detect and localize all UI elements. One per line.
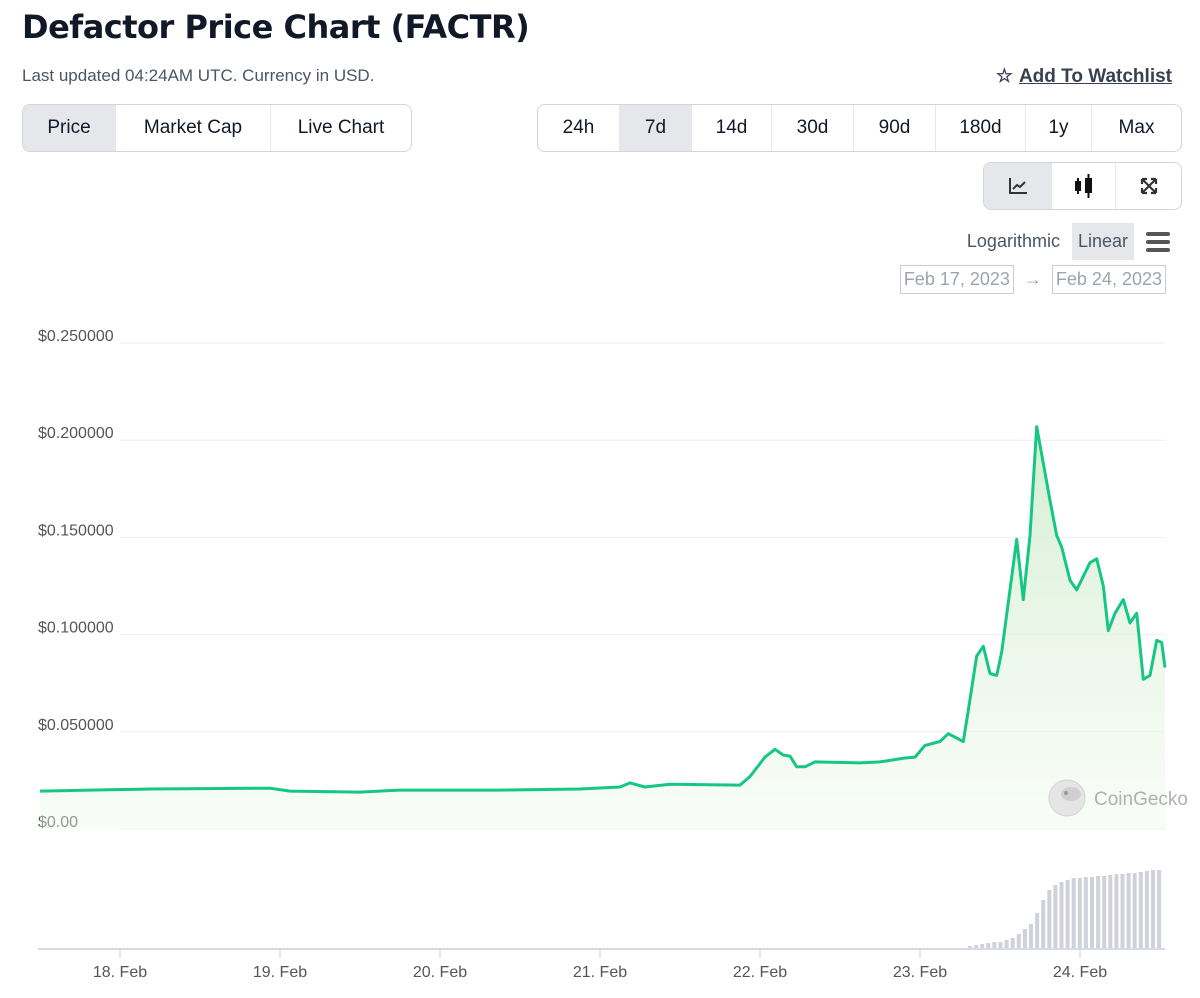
volume-bar: [1096, 876, 1101, 948]
chart-type-selector: [983, 162, 1182, 210]
scale-linear[interactable]: Linear: [1071, 223, 1134, 260]
data-tabs: Price Market Cap Live Chart: [22, 104, 412, 152]
volume-bar: [974, 945, 979, 948]
range-14d[interactable]: 14d: [692, 105, 772, 151]
volume-bar: [1065, 880, 1070, 948]
volume-bar: [1120, 874, 1125, 948]
scale-selector: Logarithmic Linear: [967, 223, 1170, 260]
fullscreen-icon: [1140, 177, 1157, 195]
range-24h[interactable]: 24h: [538, 105, 620, 151]
menu-icon[interactable]: [1146, 228, 1170, 256]
volume-bar: [1022, 929, 1027, 948]
volume-bar: [1029, 924, 1033, 948]
volume-bar: [986, 943, 991, 948]
x-tick-label: 18. Feb: [93, 964, 147, 981]
volume-bar: [1071, 878, 1076, 948]
volume-bar: [1016, 934, 1021, 948]
date-to-input[interactable]: Feb 24, 2023: [1051, 265, 1166, 294]
y-tick-label: $0.250000: [38, 328, 114, 345]
tab-live-chart[interactable]: Live Chart: [297, 117, 385, 138]
watchlist-label: Add To Watchlist: [1018, 65, 1172, 87]
volume-bar: [1114, 874, 1119, 948]
volume-bar: [1035, 913, 1040, 948]
x-tick-label: 20. Feb: [413, 964, 467, 981]
coingecko-watermark: CoinGecko: [1048, 779, 1188, 817]
candlestick-icon: [1074, 174, 1092, 198]
candlestick-button[interactable]: [1052, 163, 1116, 209]
range-180d[interactable]: 180d: [936, 105, 1026, 151]
x-tick-label: 23. Feb: [893, 964, 947, 981]
y-tick-label: $0.100000: [38, 620, 114, 637]
x-tick-label: 21. Feb: [573, 964, 627, 981]
range-90d[interactable]: 90d: [854, 105, 936, 151]
volume-bar: [1108, 875, 1113, 948]
volume-bar: [1010, 938, 1015, 948]
x-tick-label: 22. Feb: [733, 964, 787, 981]
y-tick-label: $0.050000: [38, 717, 114, 734]
range-7d[interactable]: 7d: [620, 105, 692, 151]
volume-bar: [980, 944, 985, 948]
date-range: Feb 17, 2023 → Feb 24, 2023: [899, 265, 1166, 294]
range-max[interactable]: Max: [1118, 117, 1155, 138]
volume-bar: [1126, 873, 1131, 948]
date-from-input[interactable]: Feb 17, 2023: [899, 265, 1014, 294]
volume-bar: [1157, 870, 1162, 948]
scale-logarithmic[interactable]: Logarithmic: [966, 231, 1060, 251]
volume-bar: [1138, 872, 1143, 948]
volume-bar: [998, 942, 1003, 948]
last-updated: Last updated 04:24AM UTC. Currency in US…: [22, 66, 375, 85]
range-30d[interactable]: 30d: [772, 105, 854, 151]
volume-bar: [1004, 940, 1009, 948]
range-1y[interactable]: 1y: [1026, 105, 1092, 151]
line-chart-icon: [1008, 178, 1027, 194]
watermark-text: CoinGecko: [1094, 789, 1188, 810]
page-title: Defactor Price Chart (FACTR): [22, 8, 530, 46]
volume-bar: [1102, 876, 1107, 948]
volume-bar: [992, 942, 997, 948]
volume-bar: [1059, 882, 1064, 948]
x-tick-label: 19. Feb: [253, 964, 307, 981]
volume-bar: [1077, 878, 1082, 948]
volume-bar: [1053, 885, 1058, 948]
x-tick-label: 24. Feb: [1053, 964, 1107, 981]
add-to-watchlist-link[interactable]: ☆ Add To Watchlist: [996, 65, 1172, 88]
fullscreen-button[interactable]: [1116, 163, 1181, 209]
volume-bar: [1151, 870, 1155, 948]
volume-bar: [1041, 900, 1046, 948]
volume-bar: [1083, 877, 1088, 948]
line-chart-button[interactable]: [984, 163, 1052, 209]
volume-bar: [1047, 890, 1052, 948]
volume-bar: [968, 946, 972, 948]
y-tick-label: $0.200000: [38, 425, 114, 442]
range-selector: 24h 7d 14d 30d 90d 180d 1y Max: [537, 104, 1182, 152]
arrow-icon: →: [1023, 269, 1042, 289]
volume-bar: [1090, 877, 1094, 948]
tab-market-cap[interactable]: Market Cap: [116, 105, 271, 151]
volume-bar: [1132, 873, 1137, 948]
tab-price[interactable]: Price: [23, 105, 116, 151]
price-line: [39, 425, 1167, 794]
y-tick-label: $0.150000: [38, 522, 114, 539]
volume-bar: [1144, 871, 1149, 948]
star-icon: ☆: [995, 66, 1013, 87]
price-area: [40, 426, 1165, 829]
